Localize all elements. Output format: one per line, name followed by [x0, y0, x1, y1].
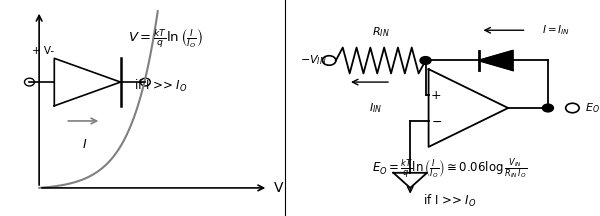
Circle shape — [420, 57, 431, 64]
Text: $E_O = \frac{kT}{q}\ln\left(\frac{I}{I_O}\right) \cong 0.06\log\frac{V_{IN}}{R_{: $E_O = \frac{kT}{q}\ln\left(\frac{I}{I_O… — [373, 156, 527, 181]
Circle shape — [542, 104, 553, 112]
Text: +: + — [431, 89, 442, 102]
Text: if I >> $I_O$: if I >> $I_O$ — [134, 78, 187, 94]
Text: $V = \frac{kT}{q}\ln\left(\frac{I}{I_O}\right)$: $V = \frac{kT}{q}\ln\left(\frac{I}{I_O}\… — [128, 27, 203, 50]
Text: $-V_{IN}$: $-V_{IN}$ — [300, 54, 327, 67]
Text: $R_{IN}$: $R_{IN}$ — [372, 25, 389, 39]
Polygon shape — [479, 51, 513, 70]
Text: $I = I_{IN}$: $I = I_{IN}$ — [542, 23, 570, 37]
Text: V: V — [274, 181, 283, 195]
Text: $I_{IN}$: $I_{IN}$ — [369, 102, 382, 115]
Text: $E_O$: $E_O$ — [584, 101, 599, 115]
Text: I: I — [83, 138, 86, 151]
Text: + V-: + V- — [32, 46, 55, 56]
Text: if I >> $I_O$: if I >> $I_O$ — [424, 193, 476, 209]
Text: $-$: $-$ — [431, 114, 442, 127]
